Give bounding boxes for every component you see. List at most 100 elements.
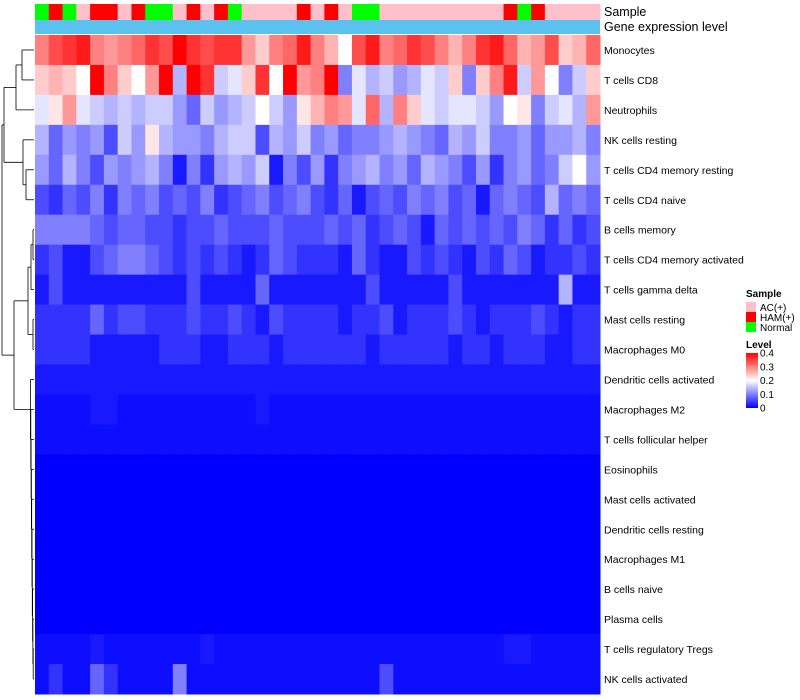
heatmap-cell	[159, 334, 174, 365]
heatmap-cell	[324, 514, 339, 545]
heatmap-cell	[227, 154, 243, 186]
heatmap-cell	[296, 364, 312, 395]
heatmap-cell	[35, 454, 50, 485]
heatmap-cell	[407, 214, 422, 246]
heatmap-cell	[227, 274, 243, 306]
level-tick-label: 0	[760, 404, 766, 415]
heatmap-cell	[241, 154, 256, 186]
heatmap-cell	[544, 424, 560, 455]
row-label: T cells CD4 memory resting	[604, 165, 733, 177]
heatmap-cell	[62, 154, 77, 186]
heatmap-cell	[393, 35, 408, 66]
heatmap-cell	[544, 484, 560, 515]
heatmap-cell	[48, 184, 64, 216]
heatmap-cell	[172, 634, 188, 665]
heatmap-cell	[117, 424, 132, 455]
heatmap-cell	[296, 424, 312, 455]
heatmap-cell	[517, 514, 532, 545]
heatmap-cell	[531, 274, 546, 306]
heatmap-cell	[338, 304, 353, 336]
heatmap-cell	[572, 334, 587, 365]
heatmap-cell	[489, 244, 505, 276]
heatmap-cell	[365, 124, 381, 156]
heatmap-cell	[586, 124, 601, 156]
heatmap-cell	[48, 154, 64, 186]
heatmap-cell	[145, 64, 160, 96]
heatmap-cell	[186, 334, 201, 365]
heatmap-cell	[131, 394, 146, 425]
heatmap-cell	[531, 604, 546, 635]
heatmap-cell	[117, 154, 132, 186]
heatmap-cell	[48, 574, 64, 605]
heatmap-cell	[434, 154, 449, 186]
heatmap-cell	[531, 544, 546, 575]
sample-annotation-cell	[393, 4, 408, 20]
heatmap-cell	[310, 214, 325, 246]
heatmap-cell	[214, 454, 229, 485]
heatmap-cell	[407, 124, 422, 156]
heatmap-cell	[117, 364, 132, 395]
heatmap-cell	[503, 184, 518, 216]
heatmap-cell	[503, 154, 518, 186]
heatmap-cell	[269, 304, 284, 336]
heatmap-cell	[531, 364, 546, 395]
heatmap-cell	[586, 454, 601, 485]
heatmap-cell	[296, 94, 312, 126]
heatmap-cell	[407, 274, 422, 306]
sample-annotation-cell	[76, 4, 91, 20]
heatmap-cell	[76, 35, 91, 66]
heatmap-cell	[351, 304, 367, 336]
heatmap-cell	[462, 124, 477, 156]
row-dendrogram	[1, 49, 34, 680]
heatmap-cell	[572, 94, 587, 126]
heatmap-cell	[296, 154, 312, 186]
heatmap-cell	[269, 664, 284, 695]
heatmap-cell	[420, 64, 436, 96]
heatmap-cell	[76, 274, 91, 306]
heatmap-cell	[283, 454, 298, 485]
heatmap-cell	[283, 154, 298, 186]
heatmap-cell	[586, 574, 601, 605]
heatmap-cell	[393, 154, 408, 186]
heatmap-cell	[186, 424, 201, 455]
heatmap-cell	[448, 154, 463, 186]
heatmap-cell	[393, 364, 408, 395]
level-colorbar	[746, 353, 758, 408]
sample-annotation-cell	[172, 4, 188, 20]
heatmap-cell	[283, 244, 298, 276]
heatmap-cell	[310, 94, 325, 126]
heatmap-cell	[503, 124, 518, 156]
heatmap-cell	[145, 514, 160, 545]
heatmap-cell	[186, 394, 201, 425]
sample-annotation-cell	[448, 4, 463, 20]
heatmap-cell	[434, 544, 449, 575]
heatmap-cell	[159, 64, 174, 96]
heatmap-cell	[241, 424, 256, 455]
heatmap-cell	[462, 214, 477, 246]
heatmap-cell	[186, 184, 201, 216]
heatmap-cell	[393, 514, 408, 545]
heatmap-cell	[255, 484, 270, 515]
heatmap-cell	[76, 514, 91, 545]
sample-annotation-cell	[462, 4, 477, 20]
heatmap-cell	[517, 634, 532, 665]
heatmap-cell	[200, 304, 215, 336]
heatmap-cell	[283, 394, 298, 425]
heatmap-cell	[117, 604, 132, 635]
heatmap-cell	[255, 634, 270, 665]
heatmap-cell	[159, 664, 174, 695]
heatmap-cell	[145, 364, 160, 395]
heatmap-cell	[76, 574, 91, 605]
heatmap-cell	[76, 544, 91, 575]
heatmap-cell	[296, 334, 312, 365]
row-label: T cells CD4 naive	[604, 195, 686, 207]
heatmap-cell	[90, 484, 105, 515]
heatmap-cell	[531, 484, 546, 515]
heatmap-cell	[283, 334, 298, 365]
heatmap-cell	[544, 394, 560, 425]
heatmap-cell	[558, 664, 573, 695]
heatmap-cell	[269, 604, 284, 635]
sample-annotation-cell	[90, 4, 105, 20]
heatmap-cell	[351, 94, 367, 126]
heatmap-cell	[351, 574, 367, 605]
